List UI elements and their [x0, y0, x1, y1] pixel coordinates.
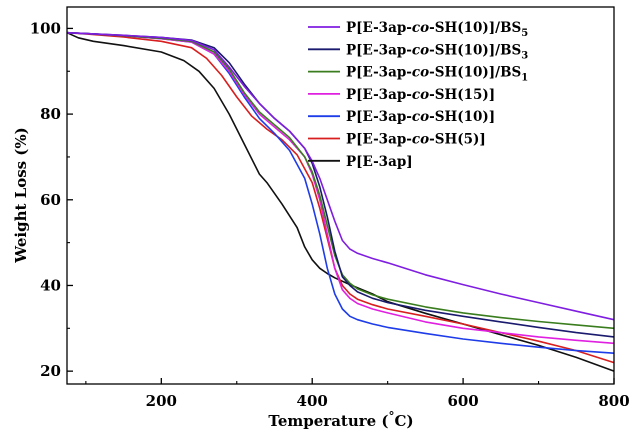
series-line-6 [66, 31, 615, 372]
axis-ticks [67, 27, 615, 384]
x-tick-label: 600 [447, 392, 478, 410]
y-tick-label: 60 [40, 191, 61, 209]
legend-label: P[E-3ap-co-SH(5)] [346, 132, 486, 148]
legend-entry: P[E-3ap-co-SH(10)]/BS5 [308, 20, 528, 39]
y-axis-title: Weight Loss (%) [12, 127, 30, 264]
legend-label: P[E-3ap-co-SH(10)]/BS1 [346, 65, 528, 84]
legend-entry: P[E-3ap] [308, 154, 413, 170]
x-tick-label: 800 [598, 392, 629, 410]
legend-entry: P[E-3ap-co-SH(10)] [308, 109, 495, 125]
legend-entry: P[E-3ap-co-SH(15)] [308, 87, 495, 103]
plot-frame [66, 6, 615, 385]
legend-entry: P[E-3ap-co-SH(10)]/BS3 [308, 42, 528, 61]
x-tick-label: 200 [146, 392, 177, 410]
x-axis-title: Temperature (°C) [268, 409, 413, 430]
series-line-1 [66, 31, 615, 338]
legend: P[E-3ap-co-SH(10)]/BS5 P[E-3ap-co-SH(10)]… [308, 20, 528, 170]
series-line-0 [66, 31, 615, 321]
axis-tick-labels: 200 400 600 800 20 40 60 80 100 [30, 19, 630, 410]
series-line-3 [66, 31, 615, 345]
series-line-4 [66, 31, 615, 354]
x-tick-label: 400 [297, 392, 328, 410]
y-tick-label: 80 [40, 105, 61, 123]
legend-label: P[E-3ap-co-SH(10)] [346, 109, 495, 125]
series-line-2 [66, 31, 615, 330]
legend-entry: P[E-3ap-co-SH(10)]/BS1 [308, 65, 528, 84]
legend-entry: P[E-3ap-co-SH(5)] [308, 132, 486, 148]
legend-label: P[E-3ap-co-SH(10)]/BS3 [346, 42, 528, 61]
legend-label: P[E-3ap-co-SH(15)] [346, 87, 495, 103]
y-tick-label: 20 [40, 362, 61, 380]
series-lines [66, 31, 615, 372]
series-line-5 [66, 31, 615, 364]
y-tick-label: 40 [40, 276, 61, 294]
legend-label: P[E-3ap-co-SH(10)]/BS5 [346, 20, 528, 39]
legend-label: P[E-3ap] [346, 154, 413, 170]
y-tick-label: 100 [30, 19, 61, 37]
